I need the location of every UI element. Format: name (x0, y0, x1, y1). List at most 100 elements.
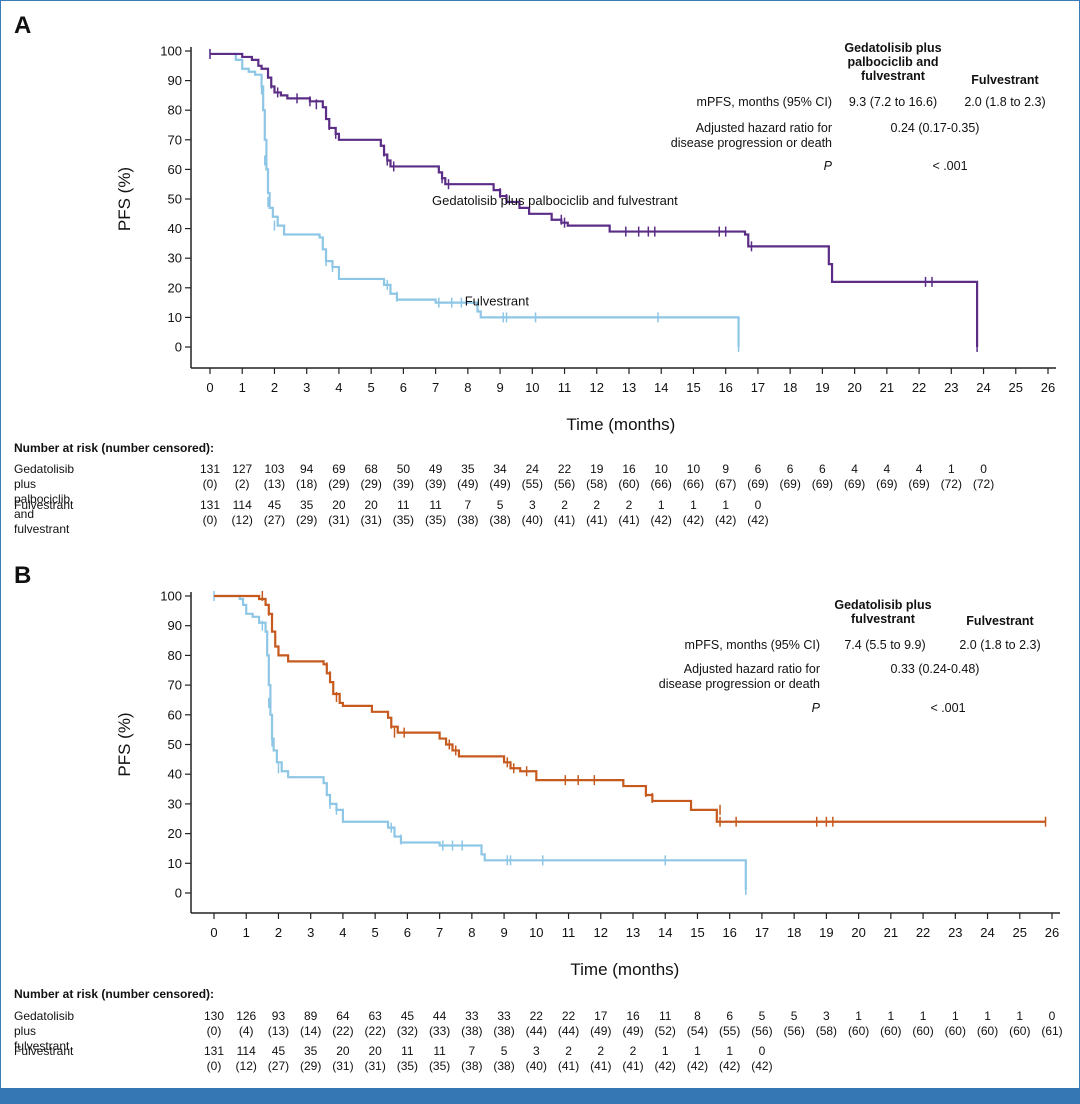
risk-count: 103 (264, 462, 285, 476)
risk-count: 17 (594, 1009, 608, 1023)
risk-censored: (66) (682, 477, 705, 491)
risk-row-label-doublet: Gedatolisib plus fulvestrant (14, 1009, 75, 1053)
risk-censored: (44) (557, 1024, 580, 1038)
stats-row-mpfs-col2: 2.0 (1.8 to 2.3) (964, 95, 1046, 109)
risk-censored: (42) (650, 513, 672, 527)
series-label: Fulvestrant (465, 294, 530, 309)
risk-count: 131 (199, 462, 221, 476)
risk-censored: (35) (392, 513, 415, 527)
risk-count: 34 (493, 462, 507, 476)
risk-count: 0 (980, 462, 987, 476)
x-tick-label: 5 (368, 380, 375, 395)
risk-censored: (29) (328, 477, 350, 491)
x-tick-label: 11 (562, 925, 576, 940)
risk-censored: (56) (553, 477, 576, 491)
risk-censored: (69) (876, 477, 898, 491)
risk-count: 4 (915, 462, 923, 476)
x-tick-label: 17 (751, 380, 765, 395)
x-tick-label: 24 (980, 925, 994, 940)
risk-censored: (29) (296, 513, 318, 527)
x-tick-label: 6 (400, 380, 407, 395)
risk-count: 1 (947, 462, 955, 476)
risk-count: 89 (304, 1009, 318, 1023)
risk-count: 2 (565, 1044, 572, 1058)
x-tick-label: 2 (275, 925, 282, 940)
x-tick-label: 12 (590, 380, 604, 395)
risk-count: 1 (887, 1009, 895, 1023)
risk-censored: (41) (557, 1059, 580, 1073)
risk-censored: (38) (461, 1024, 483, 1038)
risk-count: 33 (497, 1009, 511, 1023)
stats-row-hr-label: Adjusted hazard ratio for disease progre… (670, 121, 832, 150)
risk-censored: (66) (650, 477, 672, 491)
risk-censored: (38) (461, 1059, 483, 1073)
risk-count: 7 (464, 498, 472, 512)
y-tick-label: 20 (168, 280, 182, 295)
risk-table-title: Number at risk (number censored): (14, 987, 215, 1001)
risk-count: 0 (754, 498, 762, 512)
risk-count: 1 (661, 1044, 669, 1058)
panel-a: A 0 10 20 30 40 50 60 70 80 90 100 0 1 2 3 4 5 6 7 8 9 10 11 12… (0, 0, 1080, 548)
risk-count: 11 (658, 1009, 672, 1023)
risk-censored: (31) (328, 513, 350, 527)
risk-count: 50 (396, 462, 411, 476)
stats-row-hr-value: 0.33 (0.24-0.48) (890, 662, 980, 676)
risk-censored: (60) (944, 1024, 966, 1038)
risk-count: 131 (199, 498, 221, 512)
risk-censored: (60) (912, 1024, 934, 1038)
stats-col1-header: Gedatolisib plus fulvestrant (834, 598, 932, 626)
risk-censored: (39) (392, 477, 415, 491)
risk-censored: (0) (206, 1024, 222, 1038)
risk-censored: (42) (747, 513, 769, 527)
y-tick-label: 90 (168, 618, 182, 633)
y-tick-label: 100 (160, 44, 182, 59)
risk-count: 2 (593, 498, 601, 512)
risk-count: 2 (629, 1044, 637, 1058)
risk-count: 126 (236, 1009, 257, 1023)
x-tick-label: 25 (1013, 925, 1027, 940)
risk-table-title: Number at risk (number censored): (14, 441, 215, 455)
risk-count: 45 (267, 498, 282, 512)
risk-censored: (38) (493, 1059, 515, 1073)
risk-censored: (42) (654, 1059, 676, 1073)
x-tick-label: 21 (880, 380, 894, 395)
risk-censored: (31) (360, 513, 382, 527)
y-tick-label: 80 (168, 103, 182, 118)
risk-censored: (56) (783, 1024, 805, 1038)
panel-b: B 0 10 20 30 40 50 60 70 80 90 100 0 1 2 3 4 5 6 7 8 9 10 11 12… (0, 550, 1080, 1086)
x-tick-label: 12 (594, 925, 608, 940)
risk-censored: (41) (590, 1059, 612, 1073)
risk-count: 22 (561, 1009, 576, 1023)
risk-censored: (69) (779, 477, 801, 491)
risk-censored: (18) (296, 477, 318, 491)
risk-count: 20 (332, 498, 346, 512)
risk-censored: (72) (940, 477, 962, 491)
x-tick-label: 2 (271, 380, 278, 395)
risk-count: 5 (500, 1044, 508, 1058)
risk-censored: (0) (202, 513, 218, 527)
risk-count: 69 (332, 462, 346, 476)
risk-count: 1 (951, 1009, 959, 1023)
risk-count: 114 (232, 498, 252, 512)
risk-censored: (31) (364, 1059, 386, 1073)
risk-count: 9 (722, 462, 730, 476)
stats-row-mpfs-col1: 9.3 (7.2 to 16.6) (848, 95, 938, 109)
risk-count: 6 (819, 462, 826, 476)
risk-count: 2 (625, 498, 633, 512)
risk-count: 10 (654, 462, 668, 476)
x-tick-label: 5 (372, 925, 379, 940)
risk-censored: (55) (521, 477, 543, 491)
y-tick-label: 40 (168, 221, 182, 236)
risk-count: 20 (368, 1044, 382, 1058)
y-tick-label: 70 (168, 678, 182, 693)
series-fulvestrant (213, 591, 747, 896)
x-tick-label: 19 (819, 925, 833, 940)
risk-censored: (12) (235, 1059, 257, 1073)
bottom-bar (0, 1088, 1080, 1104)
x-tick-label: 16 (718, 380, 732, 395)
risk-censored: (27) (267, 1059, 290, 1073)
risk-censored: (49) (590, 1024, 612, 1038)
risk-count: 5 (758, 1009, 766, 1023)
x-tick-label: 6 (404, 925, 411, 940)
